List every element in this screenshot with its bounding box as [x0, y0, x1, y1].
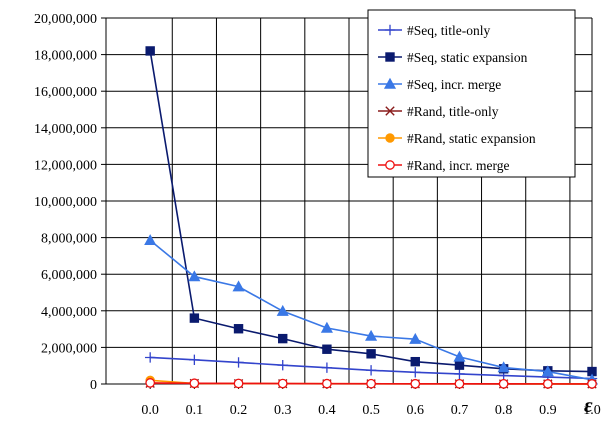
data-point	[277, 359, 288, 371]
data-point	[189, 313, 200, 323]
data-point	[276, 304, 289, 316]
legend-swatch-marker	[385, 106, 395, 116]
data-point	[233, 324, 244, 334]
x-tick-label: 0.3	[274, 403, 292, 418]
y-tick-label: 4,000,000	[41, 305, 97, 320]
data-point	[321, 362, 333, 373]
data-point	[145, 378, 156, 388]
data-point	[189, 378, 200, 389]
legend-swatch-marker	[385, 160, 395, 170]
data-point	[541, 365, 554, 377]
data-point	[410, 367, 421, 378]
y-tick-label: 12,000,000	[34, 158, 97, 173]
legend-label: #Seq, incr. merge	[407, 77, 501, 92]
data-point	[497, 361, 510, 373]
x-tick-label: 0.4	[318, 403, 336, 418]
data-point	[320, 321, 333, 333]
data-point	[189, 354, 200, 366]
y-tick-label: 16,000,000	[34, 85, 97, 100]
data-point	[366, 378, 376, 389]
legend-entry: #Seq, title-only	[378, 23, 490, 38]
x-tick-label: 1.0	[583, 403, 601, 418]
data-point	[322, 344, 332, 354]
y-tick-label: 18,000,000	[34, 49, 97, 64]
series	[144, 46, 599, 389]
data-point	[409, 332, 422, 344]
x-tick-label: 0.8	[495, 403, 513, 418]
x-tick-label: 0.5	[362, 403, 380, 418]
data-point	[454, 368, 465, 380]
data-point	[454, 360, 465, 370]
data-point	[144, 352, 156, 363]
data-point	[144, 234, 157, 246]
data-point	[233, 357, 244, 368]
x-axis-label: ε	[584, 393, 593, 417]
y-tick-label: 8,000,000	[41, 232, 97, 247]
x-axis-ticks: 0.0 0.1 0.2 0.3 0.4 0.5 0.6 0.7 0.8 0.9 1.0	[141, 384, 601, 418]
legend-swatch-marker	[385, 133, 395, 143]
data-point	[278, 333, 288, 344]
y-axis-ticks: 0 2,000,000 4,000,000 6,000,000 8,000,000 10,…	[34, 12, 106, 393]
y-tick-label: 14,000,000	[34, 122, 97, 137]
legend-label: #Rand, incr. merge	[407, 158, 509, 173]
y-tick-label: 10,000,000	[34, 195, 97, 210]
legend-entry: #Rand, static expansion	[378, 131, 536, 146]
legend-entry: #Rand, title-only	[378, 104, 499, 119]
legend-swatch-marker	[385, 52, 395, 62]
legend-swatch-marker	[384, 24, 396, 36]
legend-entry: #Seq, static expansion	[378, 50, 528, 65]
x-tick-label: 0.0	[141, 403, 159, 418]
data-point	[366, 349, 376, 359]
legend-entry: #Seq, incr. merge	[378, 77, 501, 92]
data-point	[145, 46, 155, 56]
legend-box	[367, 9, 576, 178]
data-point	[277, 378, 288, 389]
x-tick-label: 0.2	[230, 403, 248, 418]
data-point	[498, 379, 509, 389]
x-tick-label: 0.1	[186, 403, 204, 418]
data-point	[454, 378, 465, 389]
legend-label: #Seq, title-only	[407, 23, 490, 38]
grid	[106, 17, 592, 384]
legend-label: #Seq, static expansion	[407, 50, 528, 65]
data-point	[410, 356, 420, 367]
data-point	[365, 329, 378, 341]
y-tick-label: 2,000,000	[41, 341, 97, 356]
data-point	[587, 379, 597, 389]
x-tick-label: 0.9	[539, 403, 557, 418]
legend-entry: #Rand, incr. merge	[378, 158, 509, 173]
x-tick-label: 0.6	[407, 403, 425, 418]
data-point	[542, 379, 553, 389]
y-tick-label: 0	[90, 378, 97, 393]
series-6	[145, 378, 597, 389]
data-point	[233, 378, 244, 389]
data-point	[410, 378, 421, 389]
y-tick-label: 20,000,000	[34, 12, 97, 27]
legend-label: #Rand, static expansion	[407, 131, 536, 146]
data-point	[188, 270, 201, 282]
y-tick-label: 6,000,000	[41, 268, 97, 283]
data-point	[322, 378, 332, 389]
legend-swatch-marker	[383, 77, 397, 89]
legend: #Seq, title-only #Seq, static expansion #S…	[367, 9, 576, 178]
data-point	[365, 365, 377, 376]
data-point	[232, 280, 245, 292]
x-tick-label: 0.7	[451, 403, 469, 418]
data-point	[453, 350, 466, 362]
legend-label: #Rand, title-only	[407, 104, 499, 119]
